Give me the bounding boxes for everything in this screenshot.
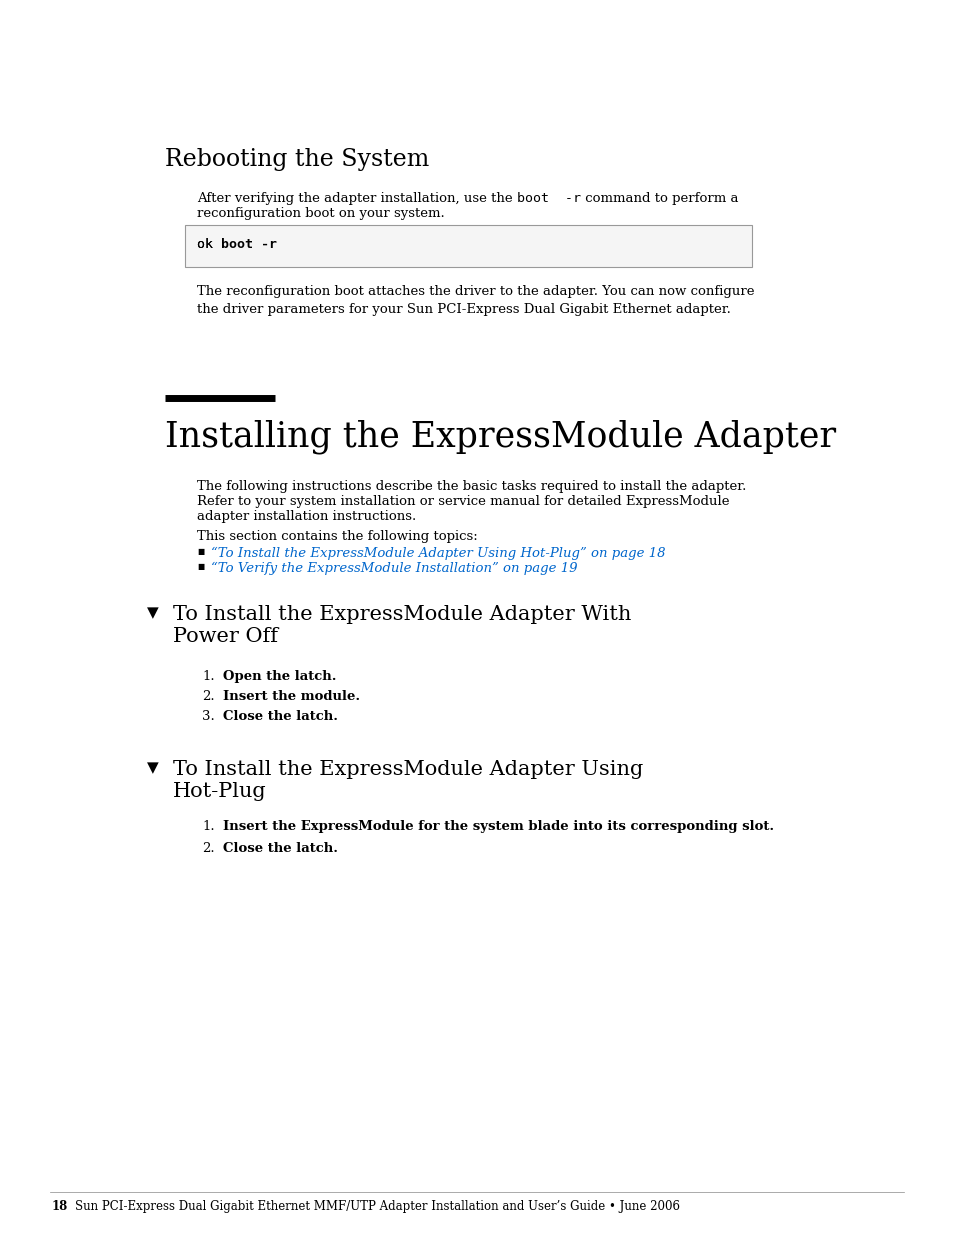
Text: To Install the ExpressModule Adapter Using: To Install the ExpressModule Adapter Usi… [172, 760, 642, 779]
Text: ok: ok [196, 238, 221, 251]
Text: 1.: 1. [202, 820, 214, 832]
Text: ▼: ▼ [147, 605, 158, 620]
Text: “To Verify the ExpressModule Installation” on page 19: “To Verify the ExpressModule Installatio… [211, 562, 577, 576]
Text: boot -r: boot -r [221, 238, 276, 251]
Text: To Install the ExpressModule Adapter With: To Install the ExpressModule Adapter Wit… [172, 605, 631, 624]
Text: After verifying the adapter installation, use the: After verifying the adapter installation… [196, 191, 517, 205]
Text: Installing the ExpressModule Adapter: Installing the ExpressModule Adapter [165, 420, 835, 454]
Text: Close the latch.: Close the latch. [223, 842, 337, 855]
Text: Open the latch.: Open the latch. [223, 671, 336, 683]
Text: Hot-Plug: Hot-Plug [172, 782, 266, 802]
Text: Refer to your system installation or service manual for detailed ExpressModule: Refer to your system installation or ser… [196, 495, 729, 508]
Text: ok: ok [196, 238, 221, 251]
Bar [185, 225, 751, 267]
Text: 1.: 1. [202, 671, 214, 683]
Text: Close the latch.: Close the latch. [223, 710, 337, 722]
Text: The reconfiguration boot attaches the driver to the adapter. You can now configu: The reconfiguration boot attaches the dr… [196, 285, 754, 315]
Text: reconfiguration boot on your system.: reconfiguration boot on your system. [196, 207, 444, 220]
Text: ▼: ▼ [147, 760, 158, 776]
Text: This section contains the following topics:: This section contains the following topi… [196, 530, 477, 543]
Text: 2.: 2. [202, 842, 214, 855]
Text: Insert the ExpressModule for the system blade into its corresponding slot.: Insert the ExpressModule for the system … [223, 820, 773, 832]
Text: ■: ■ [196, 562, 204, 571]
Text: ■: ■ [196, 547, 204, 556]
Text: command to perform a: command to perform a [580, 191, 738, 205]
Text: adapter installation instructions.: adapter installation instructions. [196, 510, 416, 522]
Text: 2.: 2. [202, 690, 214, 703]
Text: 3.: 3. [202, 710, 214, 722]
Text: The following instructions describe the basic tasks required to install the adap: The following instructions describe the … [196, 480, 745, 493]
Text: boot  -r: boot -r [517, 191, 580, 205]
Text: Power Off: Power Off [172, 627, 277, 646]
Text: Rebooting the System: Rebooting the System [165, 148, 429, 170]
Text: “To Install the ExpressModule Adapter Using Hot-Plug” on page 18: “To Install the ExpressModule Adapter Us… [211, 547, 665, 561]
Text: Sun PCI-Express Dual Gigabit Ethernet MMF/UTP Adapter Installation and User’s Gu: Sun PCI-Express Dual Gigabit Ethernet MM… [75, 1200, 679, 1213]
Text: 18: 18 [52, 1200, 69, 1213]
Text: Insert the module.: Insert the module. [223, 690, 359, 703]
